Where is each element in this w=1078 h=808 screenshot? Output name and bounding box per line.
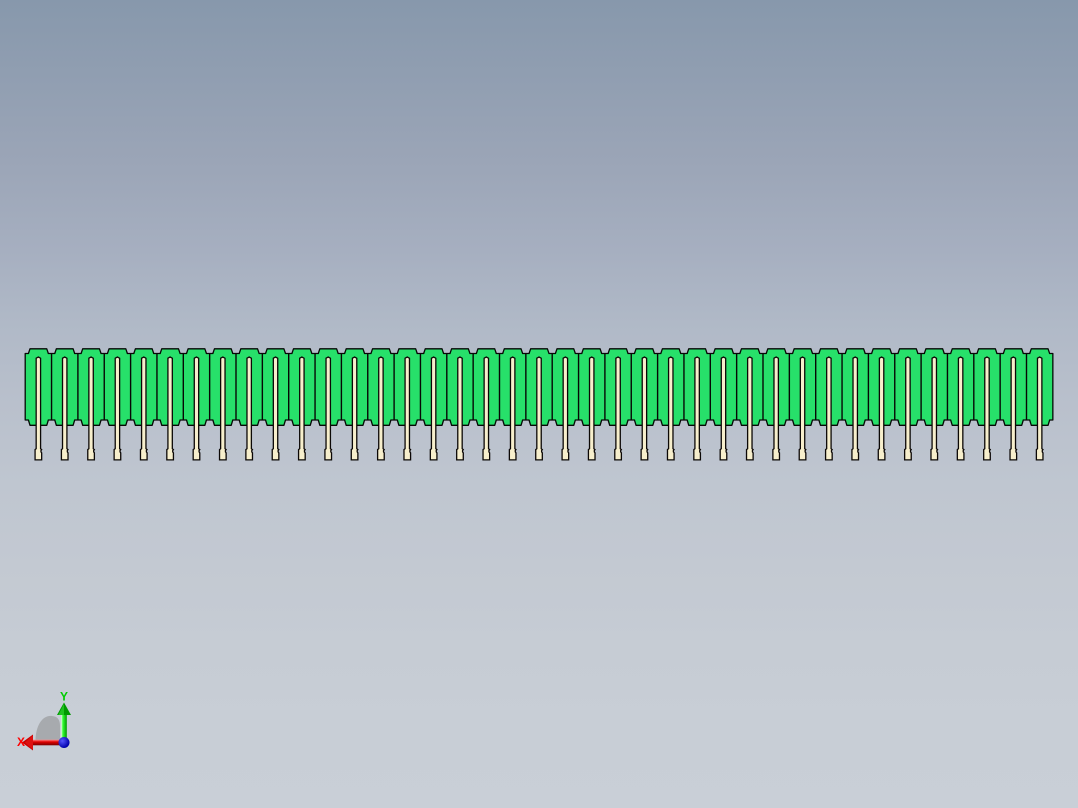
svg-text:X: X <box>17 735 25 749</box>
svg-text:Y: Y <box>60 690 68 704</box>
